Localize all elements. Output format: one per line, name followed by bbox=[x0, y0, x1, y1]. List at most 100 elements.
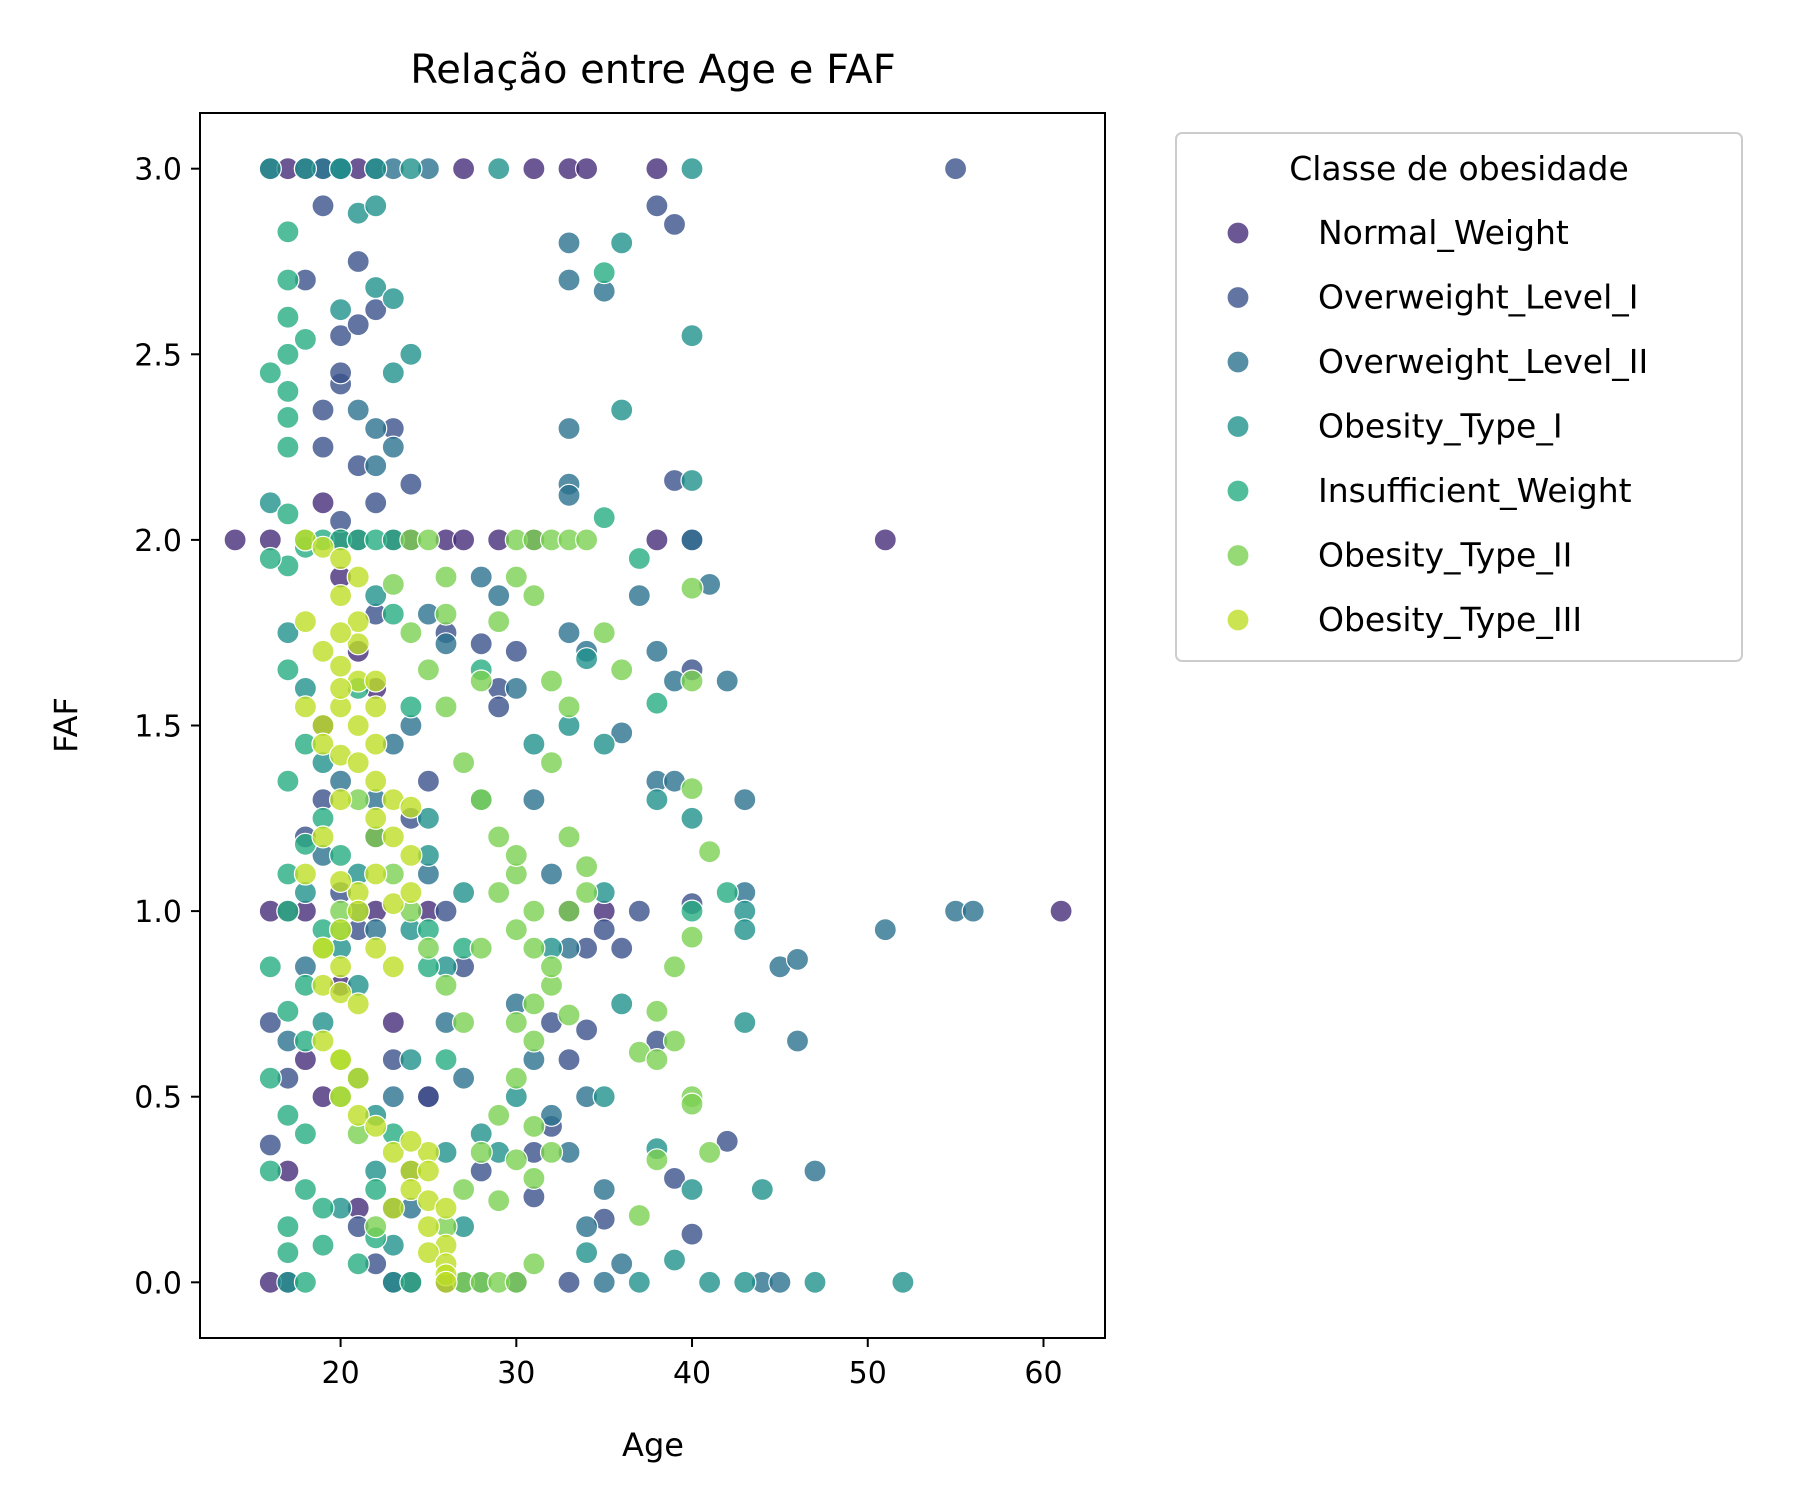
data-point bbox=[539, 1103, 564, 1127]
series-Obesity_Type_II bbox=[311, 528, 722, 1294]
data-point bbox=[452, 1177, 476, 1202]
data-point bbox=[399, 1177, 423, 1202]
data-point bbox=[697, 1270, 722, 1294]
x-axis-label: Age bbox=[622, 1426, 684, 1464]
data-point bbox=[364, 157, 388, 181]
data-point bbox=[276, 435, 300, 459]
x-axis-ticks: 20 30 40 50 60 bbox=[321, 1338, 1063, 1391]
data-point bbox=[557, 1003, 581, 1027]
data-point bbox=[680, 925, 704, 949]
data-point bbox=[574, 647, 599, 671]
data-point bbox=[469, 788, 493, 812]
data-point bbox=[680, 1177, 704, 1202]
data-point bbox=[662, 212, 687, 236]
data-point bbox=[346, 750, 370, 775]
data-point bbox=[785, 1029, 810, 1053]
data-point bbox=[574, 1214, 599, 1239]
data-point bbox=[645, 691, 669, 715]
data-point bbox=[592, 918, 616, 942]
data-point bbox=[329, 918, 353, 942]
data-point bbox=[346, 1252, 370, 1276]
data-point bbox=[522, 992, 546, 1016]
data-point bbox=[487, 695, 511, 719]
data-point bbox=[557, 483, 581, 507]
data-point bbox=[364, 583, 388, 608]
legend-item: Normal_Weight bbox=[1226, 213, 1569, 252]
data-point bbox=[329, 298, 353, 322]
data-point bbox=[329, 843, 353, 868]
data-point bbox=[574, 157, 599, 181]
data-point bbox=[697, 1140, 722, 1165]
data-point bbox=[293, 327, 317, 351]
data-point bbox=[381, 1140, 405, 1165]
data-point bbox=[364, 1114, 388, 1139]
y-tick-label: 0.5 bbox=[134, 1081, 182, 1116]
data-point bbox=[943, 157, 968, 181]
legend-item: Obesity_Type_III bbox=[1226, 600, 1582, 639]
data-point bbox=[364, 491, 388, 515]
data-point bbox=[223, 528, 247, 552]
data-point bbox=[416, 769, 440, 793]
legend-marker bbox=[1226, 221, 1250, 245]
data-point bbox=[381, 287, 405, 311]
data-point bbox=[557, 695, 581, 719]
data-point bbox=[574, 854, 599, 879]
data-point bbox=[803, 1159, 827, 1183]
y-tick-label: 1.5 bbox=[134, 710, 182, 745]
data-point bbox=[592, 505, 616, 530]
legend-item: Obesity_Type_II bbox=[1226, 536, 1572, 575]
data-point bbox=[539, 750, 564, 775]
data-point bbox=[452, 750, 476, 775]
data-point bbox=[504, 1066, 528, 1090]
legend-label: Overweight_Level_I bbox=[1318, 278, 1638, 317]
legend-label: Insufficient_Weight bbox=[1318, 471, 1632, 510]
data-point bbox=[557, 268, 581, 292]
data-point bbox=[803, 1270, 827, 1294]
data-point bbox=[399, 843, 423, 868]
data-point bbox=[680, 528, 704, 552]
data-point bbox=[311, 435, 335, 459]
data-point bbox=[522, 936, 546, 960]
data-point bbox=[715, 880, 739, 905]
data-point bbox=[680, 776, 704, 801]
data-point bbox=[311, 1196, 335, 1220]
legend-label: Obesity_Type_III bbox=[1318, 600, 1582, 639]
data-point bbox=[627, 1203, 651, 1228]
data-point bbox=[399, 1270, 423, 1294]
data-point bbox=[592, 261, 616, 285]
data-point bbox=[487, 1103, 511, 1127]
data-point bbox=[399, 880, 423, 905]
data-point bbox=[627, 546, 651, 571]
y-axis-ticks: 0.0 0.5 1.0 1.5 2.0 2.5 3.0 bbox=[134, 153, 200, 1301]
data-point bbox=[311, 936, 335, 960]
data-point bbox=[592, 1177, 616, 1202]
data-point bbox=[329, 361, 353, 385]
data-point bbox=[258, 1066, 282, 1090]
data-point bbox=[258, 1010, 282, 1035]
data-point bbox=[539, 1140, 564, 1165]
data-point bbox=[750, 1177, 774, 1202]
data-point bbox=[487, 609, 511, 634]
data-point bbox=[645, 999, 669, 1023]
data-point bbox=[364, 194, 388, 218]
data-point bbox=[311, 732, 335, 756]
data-point bbox=[346, 713, 370, 738]
data-point bbox=[733, 788, 757, 812]
data-point bbox=[487, 825, 511, 849]
data-point bbox=[504, 1010, 528, 1035]
data-point bbox=[293, 862, 317, 886]
data-point bbox=[680, 1222, 704, 1246]
data-point bbox=[381, 361, 405, 385]
data-point bbox=[364, 732, 388, 756]
data-point bbox=[487, 880, 511, 905]
data-point bbox=[645, 157, 669, 181]
data-point bbox=[645, 1047, 669, 1072]
data-point bbox=[680, 899, 704, 923]
data-point bbox=[381, 955, 405, 979]
data-point bbox=[258, 491, 282, 515]
data-point bbox=[557, 1047, 581, 1072]
x-tick-label: 20 bbox=[321, 1356, 359, 1391]
data-point bbox=[364, 416, 388, 441]
data-point bbox=[733, 1010, 757, 1035]
